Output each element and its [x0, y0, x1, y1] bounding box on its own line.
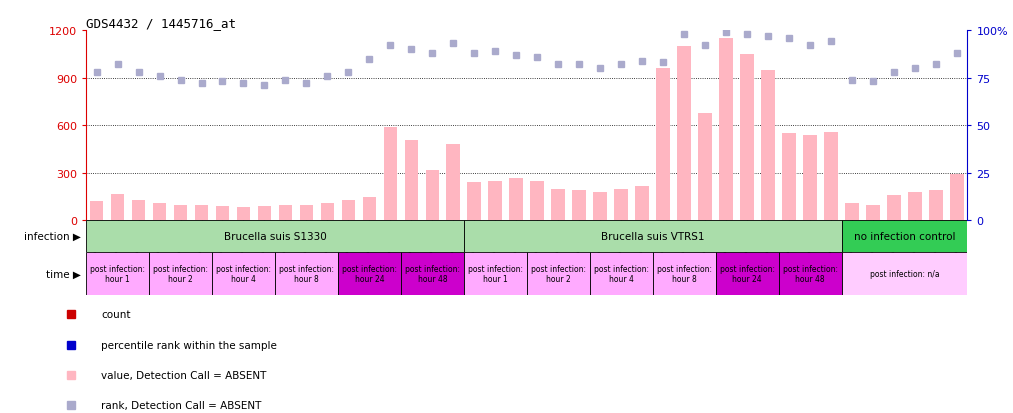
- Text: post infection:
hour 48: post infection: hour 48: [782, 264, 838, 283]
- Text: Brucella suis VTRS1: Brucella suis VTRS1: [601, 231, 704, 242]
- Text: Brucella suis S1330: Brucella suis S1330: [224, 231, 326, 242]
- Bar: [275, 252, 338, 295]
- Bar: [741, 55, 754, 221]
- Bar: [149, 252, 212, 295]
- Text: rank, Detection Call = ABSENT: rank, Detection Call = ABSENT: [101, 400, 261, 410]
- Bar: [866, 205, 880, 221]
- Bar: [86, 221, 464, 252]
- Bar: [779, 252, 842, 295]
- Text: count: count: [101, 310, 131, 320]
- Bar: [845, 204, 859, 221]
- Bar: [635, 186, 649, 221]
- Bar: [237, 207, 250, 221]
- Bar: [842, 221, 967, 252]
- Bar: [698, 113, 712, 221]
- Text: post infection:
hour 4: post infection: hour 4: [216, 264, 271, 283]
- Bar: [404, 140, 418, 221]
- Bar: [842, 252, 967, 295]
- Bar: [384, 128, 397, 221]
- Bar: [464, 252, 527, 295]
- Bar: [257, 206, 271, 221]
- Bar: [488, 181, 502, 221]
- Bar: [887, 196, 901, 221]
- Bar: [572, 191, 587, 221]
- Bar: [652, 252, 715, 295]
- Bar: [341, 200, 356, 221]
- Bar: [338, 252, 401, 295]
- Bar: [464, 221, 842, 252]
- Text: post infection:
hour 4: post infection: hour 4: [594, 264, 648, 283]
- Text: no infection control: no infection control: [854, 231, 955, 242]
- Bar: [401, 252, 464, 295]
- Bar: [908, 192, 922, 221]
- Text: post infection:
hour 24: post infection: hour 24: [719, 264, 775, 283]
- Bar: [715, 252, 779, 295]
- Bar: [90, 202, 103, 221]
- Text: post infection:
hour 48: post infection: hour 48: [405, 264, 460, 283]
- Text: time ▶: time ▶: [47, 268, 81, 279]
- Bar: [614, 189, 628, 221]
- Bar: [110, 194, 125, 221]
- Text: post infection:
hour 2: post infection: hour 2: [153, 264, 208, 283]
- Bar: [803, 135, 816, 221]
- Bar: [719, 39, 733, 221]
- Bar: [212, 252, 275, 295]
- Bar: [153, 204, 166, 221]
- Bar: [467, 183, 481, 221]
- Text: GDS4432 / 1445716_at: GDS4432 / 1445716_at: [86, 17, 236, 30]
- Bar: [447, 145, 460, 221]
- Bar: [132, 200, 146, 221]
- Bar: [279, 205, 293, 221]
- Text: percentile rank within the sample: percentile rank within the sample: [101, 340, 278, 350]
- Text: post infection: n/a: post infection: n/a: [869, 269, 939, 278]
- Text: post infection:
hour 2: post infection: hour 2: [531, 264, 586, 283]
- Bar: [531, 181, 544, 221]
- Bar: [320, 204, 334, 221]
- Text: post infection:
hour 1: post infection: hour 1: [468, 264, 523, 283]
- Bar: [761, 71, 775, 221]
- Bar: [363, 197, 376, 221]
- Bar: [656, 69, 670, 221]
- Text: post infection:
hour 8: post infection: hour 8: [279, 264, 334, 283]
- Bar: [300, 206, 313, 221]
- Bar: [527, 252, 590, 295]
- Bar: [194, 206, 209, 221]
- Bar: [216, 206, 229, 221]
- Text: post infection:
hour 8: post infection: hour 8: [656, 264, 712, 283]
- Bar: [510, 178, 523, 221]
- Text: infection ▶: infection ▶: [24, 231, 81, 242]
- Bar: [594, 192, 607, 221]
- Bar: [678, 47, 691, 221]
- Text: post infection:
hour 1: post infection: hour 1: [90, 264, 145, 283]
- Bar: [590, 252, 652, 295]
- Bar: [425, 170, 440, 221]
- Bar: [929, 191, 943, 221]
- Bar: [782, 134, 796, 221]
- Bar: [825, 132, 838, 221]
- Bar: [551, 189, 565, 221]
- Bar: [86, 252, 149, 295]
- Bar: [950, 175, 963, 221]
- Bar: [173, 205, 187, 221]
- Text: post infection:
hour 24: post infection: hour 24: [341, 264, 397, 283]
- Text: value, Detection Call = ABSENT: value, Detection Call = ABSENT: [101, 370, 266, 380]
